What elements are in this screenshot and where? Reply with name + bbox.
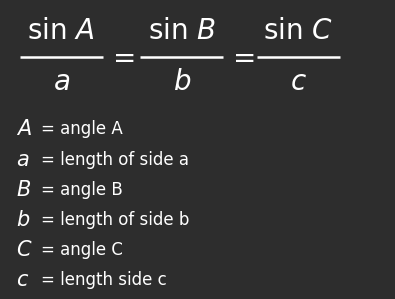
Text: $\mathrm{sin}\ \mathit{C}$: $\mathrm{sin}\ \mathit{C}$ [263,17,333,45]
Text: = angle A: = angle A [41,120,123,138]
Text: $\mathit{A}$: $\mathit{A}$ [16,119,32,138]
Text: $\mathrm{sin}\ \mathit{B}$: $\mathrm{sin}\ \mathit{B}$ [148,17,216,45]
Text: $=$: $=$ [227,43,255,71]
Text: $\mathit{b}$: $\mathit{b}$ [173,68,191,96]
Text: = length of side a: = length of side a [41,151,190,169]
Text: $\mathit{a}$: $\mathit{a}$ [53,68,70,96]
Text: = angle C: = angle C [41,241,123,259]
Text: $\mathrm{sin}\ \mathit{A}$: $\mathrm{sin}\ \mathit{A}$ [27,17,95,45]
Text: $\mathit{B}$: $\mathit{B}$ [16,180,31,200]
Text: $\mathit{b}$: $\mathit{b}$ [16,210,30,230]
Text: = length side c: = length side c [41,271,167,289]
Text: = angle B: = angle B [41,181,123,199]
Text: $\mathit{a}$: $\mathit{a}$ [16,150,29,170]
Text: = length of side b: = length of side b [41,211,190,229]
Text: $\mathit{c}$: $\mathit{c}$ [16,270,29,289]
Text: $\mathit{C}$: $\mathit{C}$ [16,240,32,260]
Text: $=$: $=$ [107,43,134,71]
Text: $\mathit{c}$: $\mathit{c}$ [290,68,307,96]
